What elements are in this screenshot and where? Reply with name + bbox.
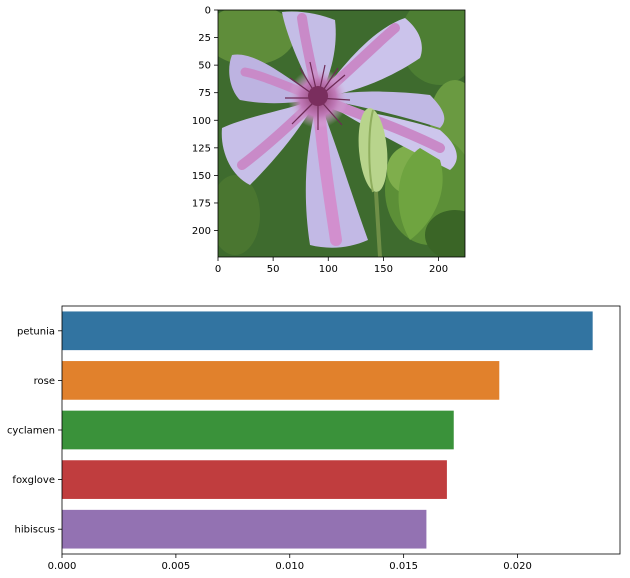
category-label-foxglove: foxglove xyxy=(12,475,55,486)
bar-y-axis: petunia rose cyclamen foxglove hibiscus xyxy=(7,326,62,536)
image-x-tick-label: 150 xyxy=(374,264,393,275)
image-y-tick-label: 100 xyxy=(192,116,211,127)
image-x-tick-label: 200 xyxy=(429,264,448,275)
bar-x-tick-label: 0.010 xyxy=(275,561,304,572)
bar-x-tick-label: 0.005 xyxy=(162,561,191,572)
image-y-tick-label: 25 xyxy=(198,33,211,44)
image-x-tick-label: 50 xyxy=(267,264,280,275)
image-panel: 0 50 100 150 200 0 25 50 75 100 125 150 175 200 xyxy=(192,6,466,275)
image-x-axis: 0 50 100 150 200 xyxy=(215,257,448,275)
bar-hibiscus xyxy=(62,509,427,549)
image-y-tick-label: 50 xyxy=(198,61,211,72)
bar-x-axis: 0.000 0.005 0.010 0.015 0.020 xyxy=(48,554,532,572)
bar-x-tick-label: 0.000 xyxy=(48,561,77,572)
image-y-tick-label: 75 xyxy=(198,88,211,99)
image-y-tick-label: 0 xyxy=(205,6,211,17)
bar-chart: petunia rose cyclamen foxglove hibiscus 0.00… xyxy=(7,305,621,572)
image-y-axis: 0 25 50 75 100 125 150 175 200 xyxy=(192,6,218,237)
category-label-petunia: petunia xyxy=(17,326,55,337)
bar-cyclamen xyxy=(62,410,454,450)
image-y-tick-label: 175 xyxy=(192,198,211,209)
category-label-cyclamen: cyclamen xyxy=(7,426,55,437)
image-x-tick-label: 100 xyxy=(319,264,338,275)
category-label-rose: rose xyxy=(34,376,55,387)
image-y-tick-label: 125 xyxy=(192,143,211,154)
category-label-hibiscus: hibiscus xyxy=(15,525,56,536)
flower-photo xyxy=(218,10,465,257)
bar-foxglove xyxy=(62,460,447,499)
bar-x-tick-label: 0.015 xyxy=(389,561,418,572)
bar-rose xyxy=(62,361,500,400)
bar-x-tick-label: 0.020 xyxy=(503,561,532,572)
image-y-tick-label: 200 xyxy=(192,226,211,237)
image-x-tick-label: 0 xyxy=(215,264,221,275)
bar-petunia xyxy=(62,311,593,351)
image-y-tick-label: 150 xyxy=(192,171,211,182)
